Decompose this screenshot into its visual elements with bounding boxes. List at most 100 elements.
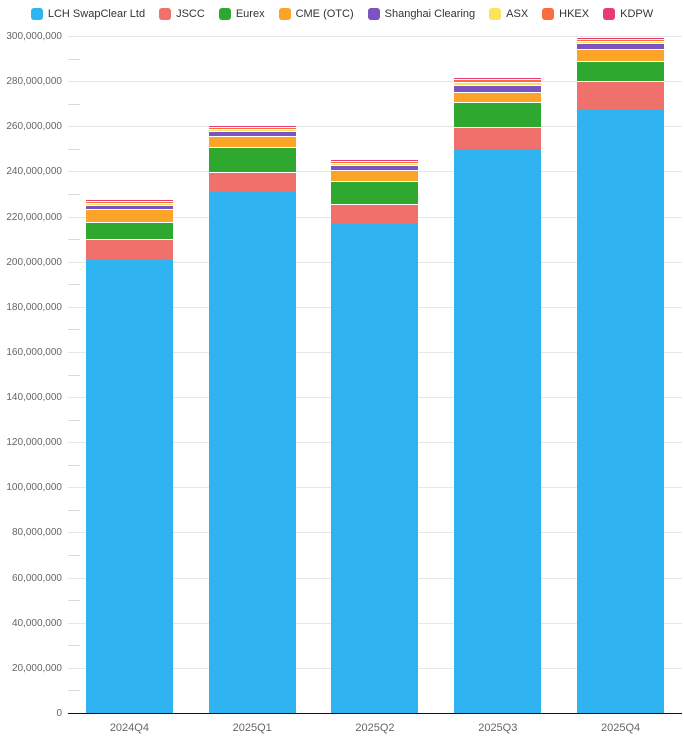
legend-item-asx[interactable]: ASX — [489, 8, 528, 20]
segment-kdpw-2024q4[interactable] — [85, 198, 173, 201]
x-tick-label-2025q2: 2025Q2 — [355, 722, 395, 734]
legend-item-hkex[interactable]: HKEX — [542, 8, 589, 20]
segment-hkex-2024q4[interactable] — [85, 200, 173, 203]
segment-asx-2025q3[interactable] — [454, 82, 542, 85]
legend-item-kdpw[interactable]: KDPW — [603, 8, 653, 20]
y-minor-tick — [68, 193, 80, 195]
segment-lch-swapclear-ltd-2025q4[interactable] — [577, 110, 665, 714]
segment-eurex-2025q1[interactable] — [208, 147, 296, 172]
segment-hkex-2025q3[interactable] — [454, 79, 542, 83]
y-tick-label: 220,000,000 — [6, 211, 62, 223]
legend-item-shanghai-clearing[interactable]: Shanghai Clearing — [367, 8, 476, 20]
y-tick-label: 300,000,000 — [6, 31, 62, 42]
legend-label: JSCC — [176, 8, 205, 20]
segment-shanghai-clearing-2025q2[interactable] — [331, 164, 419, 170]
segment-cme-otc-2025q2[interactable] — [331, 169, 419, 181]
segment-asx-2025q4[interactable] — [577, 41, 665, 44]
y-minor-tick — [68, 58, 80, 60]
y-minor-tick — [68, 148, 80, 150]
bars-container — [68, 36, 682, 714]
legend-item-cme-otc[interactable]: CME (OTC) — [278, 8, 354, 20]
legend-label: Shanghai Clearing — [384, 8, 476, 20]
legend-swatch-icon — [30, 8, 43, 20]
segment-lch-swapclear-ltd-2025q3[interactable] — [454, 148, 542, 714]
segment-shanghai-clearing-2024q4[interactable] — [85, 204, 173, 210]
x-tick-label-2025q1: 2025Q1 — [232, 722, 272, 734]
legend-label: ASX — [506, 8, 529, 20]
segment-hkex-2025q1[interactable] — [208, 126, 296, 129]
legend-swatch-icon — [603, 8, 616, 20]
y-minor-tick — [68, 645, 80, 647]
y-minor-tick — [68, 419, 80, 421]
segment-lch-swapclear-ltd-2024q4[interactable] — [85, 259, 173, 714]
segment-lch-swapclear-ltd-2025q2[interactable] — [331, 224, 419, 714]
legend-label: KDPW — [620, 8, 654, 20]
bar-2025q2 — [331, 37, 419, 714]
y-minor-tick — [68, 600, 80, 602]
legend-label: HKEX — [559, 8, 590, 20]
legend-item-jscc[interactable]: JSCC — [159, 8, 205, 20]
segment-jscc-2025q2[interactable] — [331, 203, 419, 225]
segment-hkex-2025q4[interactable] — [577, 39, 665, 42]
y-tick-label: 80,000,000 — [11, 527, 62, 539]
y-minor-tick — [68, 239, 80, 241]
y-minor-tick — [68, 329, 80, 331]
x-tick-label-2024q4: 2024Q4 — [109, 722, 149, 734]
segment-cme-otc-2025q1[interactable] — [208, 136, 296, 148]
legend-swatch-icon — [542, 8, 555, 20]
segment-shanghai-clearing-2025q1[interactable] — [208, 130, 296, 137]
y-minor-tick — [68, 103, 80, 105]
gridline — [68, 36, 682, 37]
x-tick-label-2025q3: 2025Q3 — [478, 722, 518, 734]
y-minor-tick — [68, 555, 80, 557]
y-tick-label: 0 — [56, 708, 62, 719]
segment-kdpw-2025q2[interactable] — [331, 158, 419, 161]
segment-kdpw-2025q3[interactable] — [454, 76, 542, 80]
chart-legend: LCH SwapClear Ltd JSCC Eurex CME (OTC) Shang… — [0, 4, 684, 24]
segment-eurex-2025q4[interactable] — [577, 60, 665, 81]
y-tick-label: 200,000,000 — [6, 256, 62, 268]
y-minor-tick — [68, 464, 80, 466]
segment-cme-otc-2024q4[interactable] — [85, 209, 173, 222]
legend-swatch-icon — [489, 8, 502, 20]
y-tick-label: 120,000,000 — [6, 437, 62, 449]
x-tick-label-2025q4: 2025Q4 — [601, 722, 641, 734]
y-tick-label: 280,000,000 — [6, 76, 62, 88]
y-tick-label: 140,000,000 — [6, 392, 62, 404]
legend-swatch-icon — [218, 8, 231, 20]
y-tick-label: 100,000,000 — [6, 482, 62, 494]
y-minor-tick — [68, 690, 80, 692]
legend-swatch-icon — [278, 8, 291, 20]
legend-label: CME (OTC) — [295, 8, 354, 20]
y-tick-label: 180,000,000 — [6, 301, 62, 313]
segment-shanghai-clearing-2025q4[interactable] — [577, 43, 665, 49]
segment-jscc-2025q4[interactable] — [577, 80, 665, 110]
segment-kdpw-2025q1[interactable] — [208, 124, 296, 127]
bar-2025q4 — [577, 36, 665, 714]
y-tick-label: 160,000,000 — [6, 346, 62, 358]
bar-2025q1 — [208, 37, 296, 714]
y-tick-label: 260,000,000 — [6, 121, 62, 133]
segment-cme-otc-2025q4[interactable] — [577, 48, 665, 61]
plot-area — [68, 36, 682, 714]
segment-asx-2025q1[interactable] — [208, 128, 296, 131]
segment-jscc-2025q1[interactable] — [208, 171, 296, 193]
segment-eurex-2024q4[interactable] — [85, 221, 173, 239]
segment-hkex-2025q2[interactable] — [331, 160, 419, 163]
legend-swatch-icon — [159, 8, 172, 20]
legend-item-lch-swapclear-ltd[interactable]: LCH SwapClear Ltd — [30, 8, 145, 20]
legend-item-eurex[interactable]: Eurex — [218, 8, 265, 20]
segment-asx-2024q4[interactable] — [85, 202, 173, 205]
segment-jscc-2024q4[interactable] — [85, 238, 173, 260]
segment-shanghai-clearing-2025q3[interactable] — [454, 84, 542, 92]
segment-jscc-2025q3[interactable] — [454, 127, 542, 149]
segment-lch-swapclear-ltd-2025q1[interactable] — [208, 192, 296, 714]
segment-kdpw-2025q4[interactable] — [577, 36, 665, 40]
y-minor-tick — [68, 509, 80, 511]
segment-cme-otc-2025q3[interactable] — [454, 91, 542, 103]
bar-2024q4 — [85, 37, 173, 714]
segment-asx-2025q2[interactable] — [331, 162, 419, 165]
segment-eurex-2025q3[interactable] — [454, 102, 542, 128]
segment-eurex-2025q2[interactable] — [331, 181, 419, 204]
